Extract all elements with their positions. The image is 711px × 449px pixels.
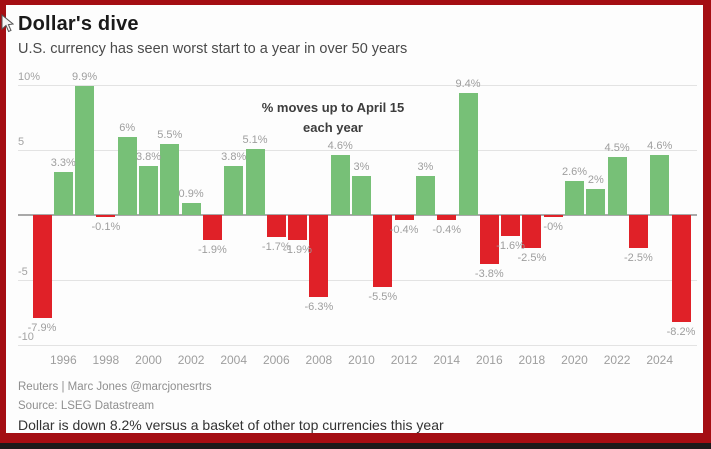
mouse-cursor-icon [1,14,14,33]
page-title: Dollar's dive [18,13,139,35]
bar-2003 [202,215,222,240]
bar-value-label: 5.5% [157,128,183,141]
bar-value-label: 9.9% [72,71,98,84]
bar-value-label: -2.5% [517,251,547,264]
bar-value-label: -6.3% [304,300,334,313]
x-tick-label: 2008 [305,353,333,367]
window-bottom-edge [0,443,711,449]
bar-value-label: -0.4% [389,224,419,237]
bar-2006 [266,215,286,238]
bar-value-label: -7.9% [27,321,57,334]
byline-text: Reuters | Marc Jones @marcjonesrtrs [18,381,212,393]
x-tick-label: 2014 [433,353,461,367]
x-tick-label: 2020 [561,353,588,367]
bar-value-label: -2.5% [624,251,653,264]
bar-2001 [160,143,180,215]
bar-value-label: -1.9% [198,243,227,256]
bar-1997 [75,86,95,215]
bar-2013 [415,176,435,215]
bar-value-label: -5.5% [368,290,398,303]
bar-chart: 10% 5 -5 -10 -7.9% 3.3% 9.9% -0.1% 6% 3.8% 5.5% 0.… [6,5,703,433]
bar-2020 [565,181,584,215]
bar-1996 [53,172,73,215]
gridline [18,150,697,151]
x-tick-label: 2022 [603,353,631,367]
x-tick-label: 2002 [177,353,205,367]
bar-2008 [309,215,329,297]
bar-2000 [139,165,158,215]
chart-annotation: % moves up to April 15 each year [248,98,418,138]
bar-value-label: 3.8% [221,150,247,163]
bar-value-label: 4.5% [604,141,630,154]
x-tick-label: 2024 [646,353,674,367]
gridline [18,280,697,281]
annotation-line-1: % moves up to April 15 [261,100,405,115]
bar-2018 [522,215,542,248]
gridline [18,85,697,86]
bar-value-label: 2.6% [561,166,588,179]
bar-value-label: 6% [119,122,136,134]
bar-value-label: 3.8% [135,150,162,163]
bar-1995 [32,215,52,318]
bar-value-label: -8.2% [666,325,696,338]
bar-value-label: -0.4% [432,224,462,237]
x-tick-label: 1996 [49,353,77,367]
page-subtitle: U.S. currency has seen worst start to a … [18,41,408,57]
bar-value-label: -0.1% [91,220,121,233]
bar-2010 [352,176,371,215]
bar-2024 [650,155,670,215]
x-tick-label: 2000 [135,353,162,367]
bar-value-label: 4.6% [327,140,353,153]
source-text: Source: LSEG Datastream [18,400,155,412]
bar-2009 [330,155,350,215]
bar-value-label: 3% [417,161,434,173]
y-tick-label: 10% [18,71,41,83]
bar-value-label: 2% [587,174,604,186]
x-tick-label: 2016 [475,353,503,367]
bar-2011 [373,215,393,287]
x-tick-label: 2012 [390,353,418,367]
bar-value-label: 0.9% [178,188,204,201]
summary-note: Dollar is down 8.2% versus a basket of o… [18,417,444,433]
bar-2007 [288,215,308,240]
x-tick-label: 2006 [262,353,290,367]
x-tick-label: 2018 [518,353,546,367]
zero-axis-line [18,214,697,216]
bar-value-label: -1.7% [261,241,291,254]
bar-2016 [479,215,499,265]
bar-1998 [96,215,116,217]
bar-2021 [586,189,606,215]
bar-2025 [671,215,691,322]
bar-2002 [181,203,201,215]
y-tick-label: -10 [18,331,34,343]
bar-2023 [628,215,648,248]
annotation-line-2: each year [303,120,363,136]
x-tick-label: 2010 [348,353,375,367]
x-tick-label: 1998 [92,353,120,367]
bar-2015 [458,92,478,215]
bar-value-label: -1.9% [283,243,312,256]
y-tick-label: 5 [18,136,25,148]
bar-value-label: -3.8% [474,268,504,281]
gridline [18,345,697,346]
bar-2017 [501,215,521,236]
bar-value-label: -0% [543,220,563,233]
bar-value-label: 3.3% [50,157,76,170]
bar-2012 [394,215,414,221]
y-tick-label: -5 [18,266,28,278]
bar-value-label: 5.1% [242,133,268,146]
bar-2019 [543,215,563,217]
bar-1999 [117,137,137,215]
bar-2004 [224,165,244,215]
bar-2005 [245,148,265,215]
chart-card: Dollar's dive U.S. currency has seen wor… [6,5,703,433]
bar-value-label: 9.4% [455,77,481,90]
x-tick-label: 2004 [220,353,248,367]
bar-2022 [607,156,627,215]
bar-2014 [437,215,457,221]
bar-value-label: 4.6% [647,140,673,153]
bar-value-label: 3% [353,161,370,173]
bar-value-label: -1.6% [496,239,525,252]
